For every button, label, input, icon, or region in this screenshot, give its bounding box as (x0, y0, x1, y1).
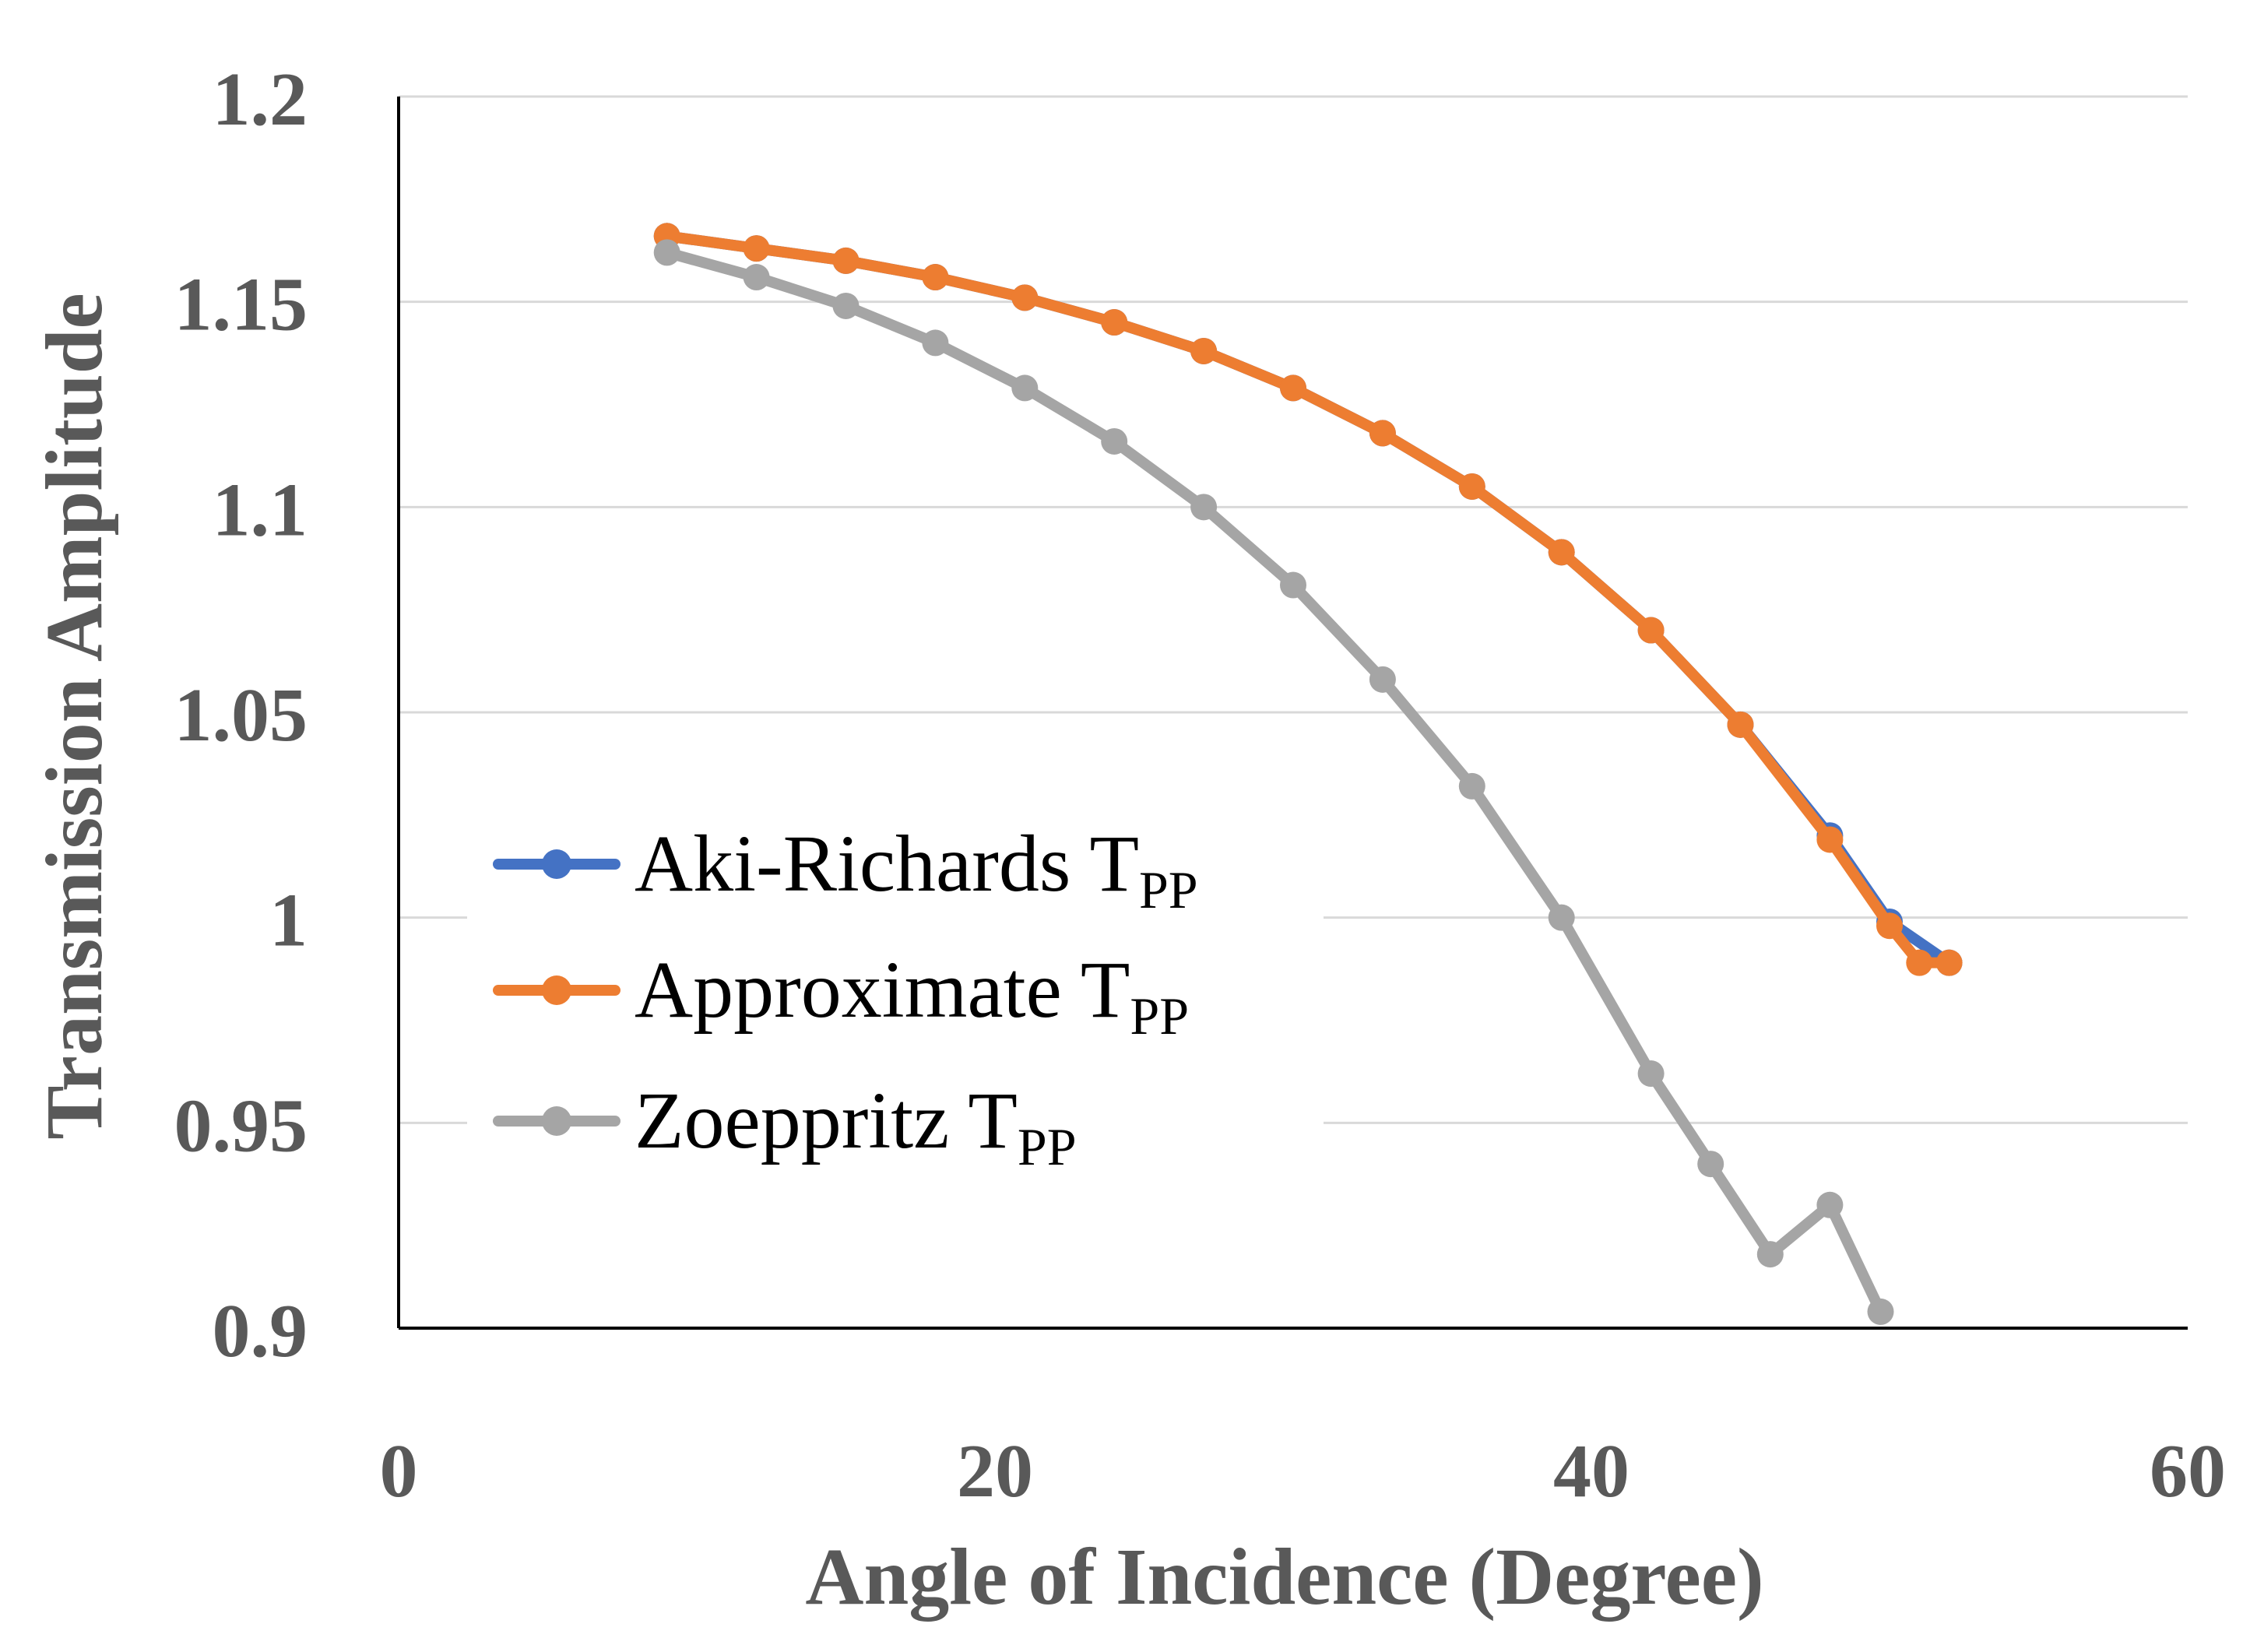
data-point (1867, 1298, 1894, 1325)
data-point (1280, 374, 1306, 402)
data-point (832, 292, 860, 319)
data-point (1101, 427, 1128, 455)
data-point (1548, 539, 1575, 566)
data-point (743, 264, 770, 291)
y-tick-label: 1.05 (174, 673, 308, 757)
data-point (1637, 1060, 1665, 1088)
data-point (1906, 949, 1933, 976)
legend-subscript: PP (1018, 1117, 1077, 1176)
x-tick-label: 20 (957, 1429, 1033, 1513)
data-point (1756, 1241, 1784, 1268)
data-point (653, 239, 680, 266)
x-tick-label: 0 (380, 1429, 418, 1513)
y-tick-label: 0.9 (213, 1289, 308, 1373)
y-axis-title: Transmission Amplitude (30, 293, 119, 1139)
legend-label: Approximate TPP (635, 945, 1189, 1046)
data-point (1727, 711, 1754, 738)
data-point (1697, 1151, 1724, 1178)
legend-subscript: PP (1139, 860, 1198, 919)
data-point (1935, 949, 1963, 976)
data-point (1280, 571, 1306, 599)
data-point (1548, 904, 1575, 931)
y-tick-label: 1.1 (213, 468, 308, 552)
legend-label: Zoeppritz TPP (635, 1076, 1077, 1176)
legend-subscript: PP (1130, 986, 1189, 1046)
series-zoeppritz (653, 239, 1894, 1325)
legend-swatch-marker (542, 849, 571, 879)
legend-item: Approximate TPP (493, 945, 1189, 1046)
data-point (1101, 309, 1128, 336)
data-point (922, 264, 949, 291)
legend-swatch-marker (542, 1106, 571, 1136)
data-point (1816, 1191, 1844, 1218)
legend-item: Zoeppritz TPP (493, 1076, 1077, 1176)
data-point (1458, 473, 1485, 500)
data-point (1369, 420, 1396, 447)
data-point (1458, 772, 1485, 800)
data-point (743, 235, 770, 262)
data-point (832, 247, 860, 274)
legend-item: Aki-Richards TPP (493, 819, 1198, 919)
y-tick-label: 0.95 (174, 1084, 308, 1168)
data-point (922, 329, 949, 357)
x-tick-label: 40 (1553, 1429, 1629, 1513)
data-point (1190, 494, 1218, 521)
data-point (1876, 912, 1903, 940)
data-point (1369, 666, 1396, 693)
legend-swatch-marker (542, 975, 571, 1005)
legend-label: Aki-Richards TPP (635, 819, 1198, 919)
y-tick-label: 1 (269, 879, 308, 963)
data-point (1190, 337, 1218, 364)
x-tick-label: 60 (2150, 1429, 2226, 1513)
series-line (661, 247, 1886, 1317)
data-point (1637, 617, 1665, 644)
data-point (1816, 826, 1844, 853)
legend: Aki-Richards TPP Approximate TPP Zoeppritz… (467, 802, 1324, 1191)
series-lines (653, 223, 1963, 1325)
y-tick-label: 1.2 (213, 58, 308, 142)
y-tick-label: 1.15 (174, 263, 308, 347)
y-tick-labels: 0.9 0.95 1 1.05 1.1 1.15 1.2 (174, 58, 308, 1373)
x-axis-title: Angle of Incidence (Degree) (805, 1532, 1763, 1622)
data-point (1011, 284, 1039, 311)
x-tick-labels: 0 20 40 60 (380, 1429, 2227, 1513)
data-point (1011, 374, 1039, 402)
